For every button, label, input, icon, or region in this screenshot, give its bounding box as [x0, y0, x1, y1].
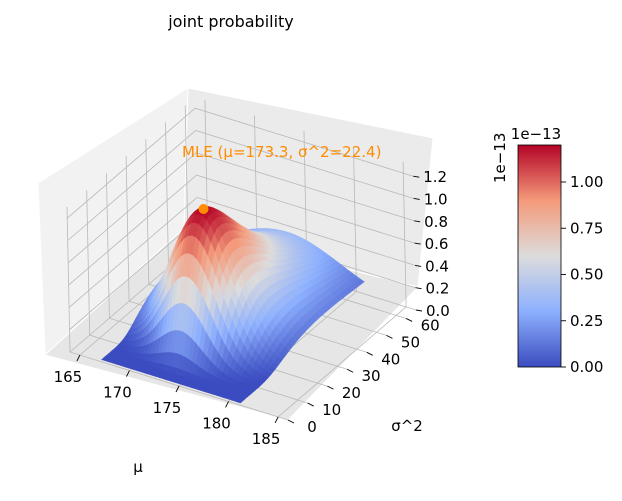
- y-tick-mark: [307, 402, 314, 407]
- colorbar-tick-label: 0.50: [570, 266, 603, 284]
- z-tick-mark: [413, 175, 420, 178]
- z-tick-label: 0.2: [426, 280, 450, 298]
- z-tick-mark: [413, 198, 420, 200]
- x-tick-mark: [274, 416, 279, 424]
- y-tick-label: 50: [401, 333, 420, 351]
- z-tick-label: 0.4: [425, 257, 449, 275]
- grid-line-z: [67, 130, 414, 241]
- grid-line-z: [66, 107, 414, 219]
- z-tick-mark: [414, 220, 421, 223]
- colorbar-tick-label: 0.00: [570, 358, 603, 376]
- y-tick-mark: [327, 385, 334, 390]
- z-tick-label: 0.6: [425, 235, 449, 253]
- x-tick-mark: [126, 370, 130, 377]
- x-tick-mark: [76, 354, 81, 362]
- y-tick-label: 60: [421, 316, 440, 334]
- x-tick-label: 170: [103, 384, 132, 402]
- surface-cell: [236, 398, 245, 404]
- z-offset-text: 1e−13: [491, 133, 509, 183]
- grid-line-z: [67, 152, 415, 264]
- z-tick-label: 0.8: [424, 213, 448, 231]
- y-tick-mark: [386, 334, 393, 339]
- colorbar-gradient: [517, 144, 562, 368]
- y-axis-label: σ^2: [391, 417, 423, 435]
- y-tick-label: 20: [342, 384, 361, 402]
- z-tick-mark: [415, 287, 422, 290]
- grid-line-z: [68, 196, 416, 308]
- chart-title: joint probability: [167, 12, 294, 31]
- z-tick-label: 1.2: [423, 168, 447, 186]
- mle-annotation: MLE (μ=173.3, σ^2=22.4): [182, 143, 381, 161]
- x-tick-mark: [175, 385, 180, 393]
- colorbar-offset-text: 1e−13: [511, 125, 561, 143]
- mle-point: [198, 203, 209, 214]
- colorbar-tick-label: 0.75: [570, 219, 603, 237]
- z-ticks: 0.0 0.2 0.4 0.6 0.8 1.0 1.2: [413, 168, 450, 320]
- y-tick-mark: [366, 351, 373, 356]
- z-tick-label: 1.0: [424, 190, 448, 208]
- x-ticks: 165 170 175 180 185: [54, 354, 281, 448]
- y-tick-mark: [287, 419, 295, 424]
- x-tick-label: 165: [54, 368, 83, 386]
- z-tick-mark: [414, 242, 421, 245]
- z-tick-mark: [415, 309, 423, 312]
- x-axis-label: μ: [133, 458, 143, 476]
- z-tick-label: 0.0: [426, 302, 450, 320]
- y-tick-mark: [405, 318, 413, 322]
- y-tick-mark: [346, 368, 354, 373]
- y-tick-label: 40: [381, 350, 400, 368]
- colorbar: 0.00 0.25 0.50 0.75 1.00 1e−13: [511, 125, 604, 376]
- x-tick-mark: [225, 401, 229, 408]
- plot-3d-axes: MLE (μ=173.3, σ^2=22.4) 165170175180185 …: [37, 87, 509, 476]
- colorbar-tick-label: 1.00: [570, 173, 603, 191]
- y-tick-label: 30: [362, 367, 381, 385]
- colorbar-tick-label: 0.25: [570, 312, 603, 330]
- y-tick-label: 0: [307, 418, 317, 436]
- x-tick-label: 185: [252, 430, 281, 448]
- grid-line-z: [68, 174, 415, 286]
- colorbar-ticks: 0.00 0.25 0.50 0.75 1.00: [561, 173, 603, 376]
- y-tick-label: 10: [322, 401, 341, 419]
- x-tick-label: 180: [202, 414, 231, 432]
- z-tick-mark: [415, 264, 422, 267]
- surface: [101, 206, 365, 404]
- x-tick-label: 175: [153, 399, 182, 417]
